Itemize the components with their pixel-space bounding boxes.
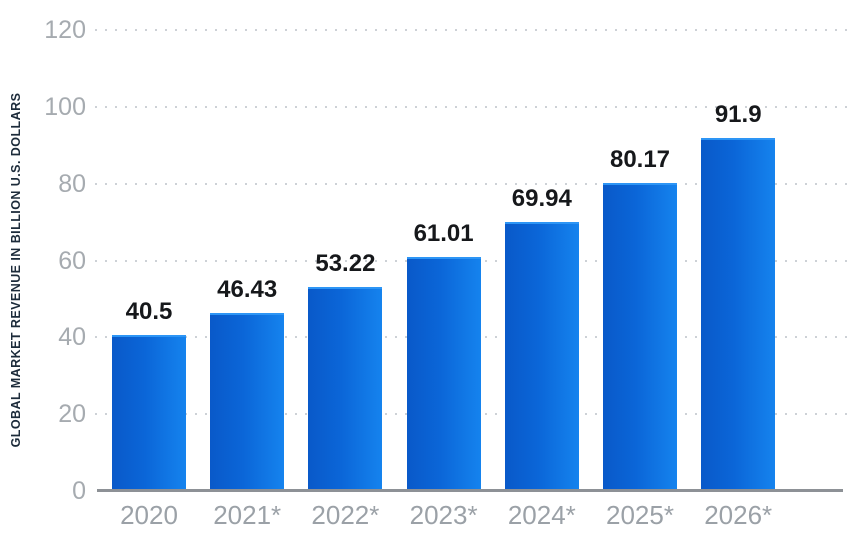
- plot-area: 40.5 46.43 53.22 61.01 69.94 80.17 91.9: [95, 29, 855, 492]
- x-tick-label: 2022*: [311, 500, 380, 530]
- gridline: [95, 182, 855, 185]
- bar-value-label: 46.43: [217, 275, 278, 303]
- bar: [406, 256, 481, 491]
- bar: [308, 286, 383, 491]
- bar-value-label: 53.22: [315, 249, 376, 277]
- x-tick-label: 2024*: [507, 500, 576, 530]
- bar-value-label: 40.5: [125, 298, 173, 326]
- bar-value-label: 69.94: [511, 185, 572, 213]
- y-axis-title: GLOBAL MARKET REVENUE IN BILLION U.S. DO…: [9, 92, 23, 448]
- y-tick-label: 120: [44, 16, 86, 44]
- y-tick-label: 40: [58, 323, 86, 352]
- x-tick-label: 2026*: [704, 500, 773, 530]
- x-tick-label: 2025*: [606, 500, 674, 530]
- x-tick-label: 2023*: [409, 500, 478, 530]
- gridline: [95, 105, 855, 108]
- bar: [603, 183, 677, 491]
- x-axis-line: [97, 489, 843, 492]
- x-tick-label: 2020: [120, 500, 178, 530]
- y-tick-label: 80: [58, 169, 86, 198]
- y-tick-label: 100: [44, 92, 86, 121]
- bar: [701, 137, 776, 491]
- y-tick-label: 60: [58, 246, 86, 275]
- bar-value-label: 61.01: [413, 219, 474, 247]
- bar: [504, 222, 579, 491]
- gridline: [95, 29, 855, 31]
- x-tick-label: 2021*: [213, 500, 282, 530]
- y-tick-label: 20: [58, 400, 86, 429]
- bar-value-label: 91.9: [714, 100, 762, 128]
- y-tick-label: 0: [72, 477, 86, 505]
- bar-value-label: 80.17: [609, 146, 671, 174]
- bar: [112, 335, 186, 491]
- bar: [210, 312, 285, 491]
